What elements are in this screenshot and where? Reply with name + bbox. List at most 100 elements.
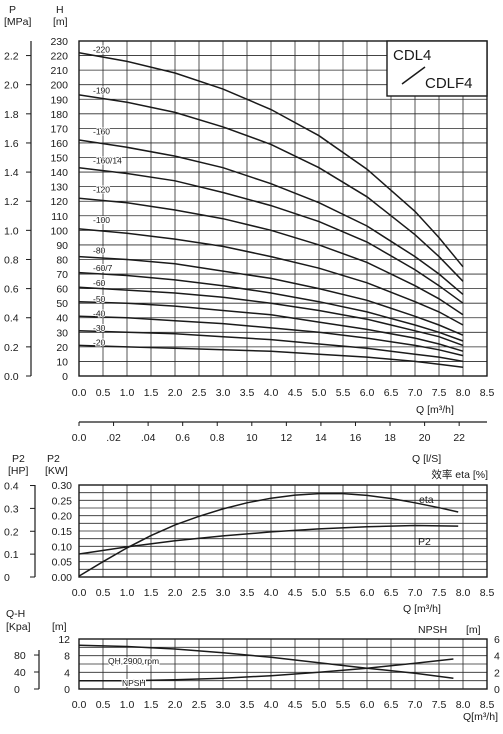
x-tick-label: 1.0 bbox=[120, 587, 135, 599]
curve-label: -50 bbox=[93, 294, 106, 304]
plot-frame bbox=[78, 40, 488, 377]
x-tick-label: 5.0 bbox=[312, 587, 327, 599]
hp-tick-label: 0.3 bbox=[4, 503, 19, 515]
kpa-tick-label: 40 bbox=[14, 667, 26, 679]
h-tick-label: 0 bbox=[62, 371, 68, 383]
x-tick-label: 2.5 bbox=[192, 699, 207, 711]
x-tick-label: 2.5 bbox=[192, 587, 207, 599]
x-tick-label: 1.0 bbox=[120, 699, 135, 711]
x2-axis-title: Q [l/S] bbox=[412, 453, 441, 465]
x-tick-label: 1.5 bbox=[144, 587, 159, 599]
x2-tick-label: 0.8 bbox=[210, 432, 225, 444]
x-tick-label: 8.0 bbox=[456, 699, 471, 711]
head-curve-line bbox=[78, 255, 464, 336]
qh-curve-line bbox=[78, 644, 454, 679]
x-tick-label: 0.0 bbox=[72, 587, 87, 599]
x-tick-label: 3.0 bbox=[216, 387, 231, 399]
h-tick-label: 100 bbox=[50, 225, 68, 237]
plot-frame bbox=[78, 638, 488, 690]
x-tick-label: 5.5 bbox=[336, 699, 351, 711]
m-tick-label: 4 bbox=[64, 667, 70, 679]
h-tick-label: 200 bbox=[50, 80, 68, 92]
power-curve-line bbox=[78, 524, 459, 555]
h-tick-label: 230 bbox=[50, 36, 68, 48]
npsh-curve-label: NPSH bbox=[122, 678, 146, 688]
x-tick-label: 5.0 bbox=[312, 699, 327, 711]
head-curve-line bbox=[78, 330, 464, 363]
m-tick-label: 12 bbox=[58, 634, 70, 646]
x-tick-label: 7.5 bbox=[432, 587, 447, 599]
p-tick-label: 0.4 bbox=[4, 313, 19, 325]
p2-curve-label: P2 bbox=[418, 536, 431, 548]
p-axis-title: P bbox=[9, 4, 16, 16]
x-tick-label: 7.5 bbox=[432, 387, 447, 399]
x-tick-label: 8.0 bbox=[456, 587, 471, 599]
x-tick-label: 3.5 bbox=[240, 587, 255, 599]
kw-tick-label: 0.05 bbox=[52, 557, 73, 569]
h-tick-label: 30 bbox=[56, 327, 68, 339]
curve-label: -190 bbox=[93, 86, 110, 96]
h-tick-label: 120 bbox=[50, 196, 68, 208]
x-tick-label: 4.0 bbox=[264, 699, 279, 711]
kw-tick-label: 0.25 bbox=[52, 495, 73, 507]
x-tick-label: 8.5 bbox=[480, 587, 495, 599]
p-tick-label: 0.0 bbox=[4, 371, 19, 383]
curve-label: -30 bbox=[93, 323, 106, 333]
qh-axis-title: Q-H bbox=[6, 608, 25, 620]
x2-tick-label: 14 bbox=[315, 432, 327, 444]
h-tick-label: 150 bbox=[50, 153, 68, 165]
p-tick-label: 0.8 bbox=[4, 254, 19, 266]
npsh-tick-label: 2 bbox=[494, 667, 500, 679]
x-axis-title: Q[m³/h] bbox=[463, 711, 498, 723]
x-tick-label: 7.0 bbox=[408, 699, 423, 711]
curve-label: -20 bbox=[93, 338, 106, 348]
p-tick-label: 2.2 bbox=[4, 51, 19, 63]
hp-axis-title: P2 bbox=[12, 453, 25, 465]
p-tick-label: 1.0 bbox=[4, 225, 19, 237]
npsh-tick-label: 4 bbox=[494, 651, 500, 663]
curve-label: -80 bbox=[93, 246, 106, 256]
qh-curve-label: QH 2900 rpm bbox=[108, 656, 159, 666]
eta-curve-label: eta bbox=[419, 494, 434, 506]
x-tick-label: 4.0 bbox=[264, 387, 279, 399]
kw-tick-label: 0.10 bbox=[52, 541, 73, 553]
x-tick-label: 0.0 bbox=[72, 387, 87, 399]
x2-tick-label: 10 bbox=[246, 432, 258, 444]
head-curve-line bbox=[78, 94, 464, 282]
curve-label: -60 bbox=[93, 278, 106, 288]
x2-tick-label: 18 bbox=[384, 432, 396, 444]
kpa-tick-label: 80 bbox=[14, 650, 26, 662]
h-axis-title: H bbox=[56, 4, 64, 16]
x-tick-label: 0.5 bbox=[96, 587, 111, 599]
curve-label: -100 bbox=[93, 215, 110, 225]
curve-label: -40 bbox=[93, 308, 106, 318]
qh-npsh-chart: QH 2900 rpm NPSH 0 4 8 12 0 40 80 0 2 4 6 Q-H[Kpa] [m]… bbox=[6, 608, 500, 723]
x-tick-label: 4.5 bbox=[288, 699, 303, 711]
head-curve-line bbox=[78, 166, 464, 304]
head-curve-line bbox=[78, 197, 464, 316]
x-tick-label: 3.5 bbox=[240, 387, 255, 399]
head-curve-line bbox=[78, 344, 464, 369]
x-tick-label: 6.0 bbox=[360, 699, 375, 711]
h-tick-label: 60 bbox=[56, 284, 68, 296]
h-axis-unit: [m] bbox=[53, 16, 68, 28]
x-axis-title: Q [m³/h] bbox=[403, 603, 441, 615]
p-axis-unit: [MPa] bbox=[4, 16, 32, 28]
x-tick-label: 4.5 bbox=[288, 387, 303, 399]
npsh-axis-title: NPSH bbox=[418, 624, 447, 636]
hp-tick-label: 0.2 bbox=[4, 526, 19, 538]
model-label-bottom: CDLF4 bbox=[425, 75, 473, 92]
h-tick-label: 10 bbox=[56, 356, 68, 368]
x-tick-label: 5.5 bbox=[336, 387, 351, 399]
x-tick-label: 4.0 bbox=[264, 587, 279, 599]
h-tick-label: 220 bbox=[50, 51, 68, 63]
x-tick-label: 6.0 bbox=[360, 387, 375, 399]
x2-tick-label: 12 bbox=[281, 432, 293, 444]
head-curve-line bbox=[78, 300, 464, 352]
h-tick-label: 210 bbox=[50, 65, 68, 77]
kw-tick-label: 0.00 bbox=[52, 572, 73, 584]
kw-tick-label: 0.30 bbox=[52, 480, 73, 492]
curve-label: -120 bbox=[93, 185, 110, 195]
